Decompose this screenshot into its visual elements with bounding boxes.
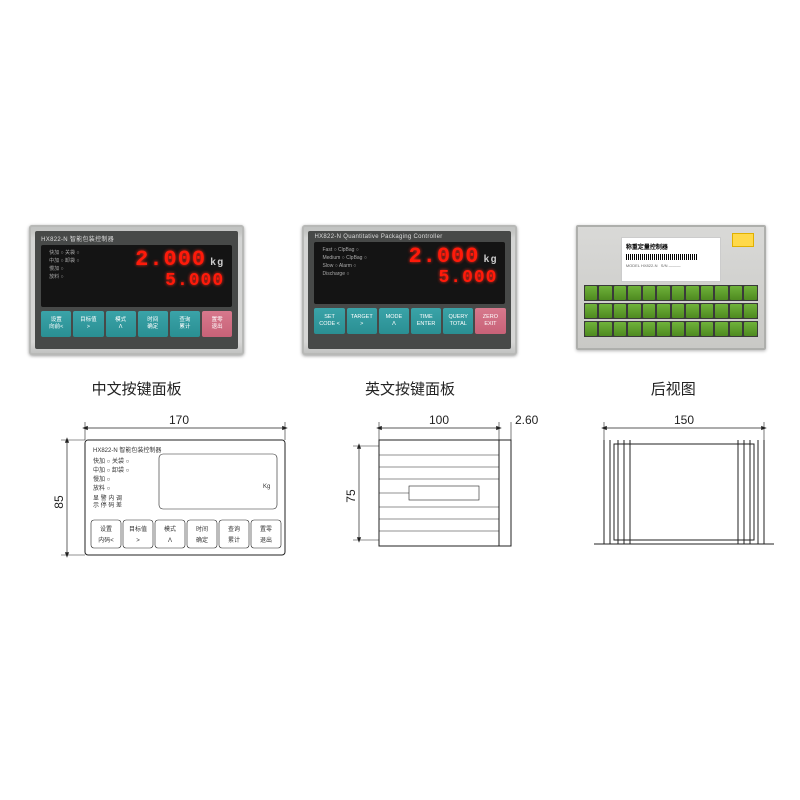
svg-text:查询: 查询	[228, 525, 240, 533]
svg-text:时间: 时间	[196, 525, 208, 533]
caption-en: 英文按键面板	[302, 378, 517, 399]
btn-set-cn[interactable]: 设置向前<	[41, 311, 71, 337]
btn-query-cn[interactable]: 查询累计	[170, 311, 200, 337]
btn-mode-cn[interactable]: 模式Λ	[106, 311, 136, 337]
svg-text:放料 ○: 放料 ○	[93, 484, 111, 492]
led-labels-en: Fast ○ ClpBag ○ Medium ○ ClpBag ○ Slow ○…	[322, 246, 396, 300]
svg-text:显 警 内 调: 显 警 内 调	[93, 494, 122, 502]
svg-text:170: 170	[169, 413, 189, 427]
device-english: HX822-N Quantitative Packaging Controlle…	[302, 225, 517, 355]
svg-text:设置: 设置	[100, 525, 112, 533]
svg-text:确定: 确定	[196, 536, 208, 544]
device-chinese: HX822-N 智能包装控制器 快加 ○ 关袋 ○ 中加 ○ 卸袋 ○ 慢加 ○…	[29, 225, 244, 355]
panel-english: HX822-N Quantitative Packaging Controlle…	[302, 225, 517, 355]
svg-text:示 停 码 差: 示 停 码 差	[93, 501, 122, 509]
warning-sticker-icon	[732, 233, 754, 247]
svg-text:Kg: Kg	[263, 484, 270, 490]
svg-text:2.60: 2.60	[515, 413, 539, 427]
display-primary-en: 2.000kg	[396, 246, 498, 268]
side-drawing: 100 2.60 75	[331, 410, 541, 580]
svg-text:100: 100	[429, 413, 449, 427]
svg-text:内码<: 内码<	[98, 536, 114, 544]
btn-target-cn[interactable]: 目标值>	[73, 311, 103, 337]
caption-cn: 中文按键面板	[29, 378, 244, 399]
button-row-en: SETCODE < TARGET> MODEΛ TIMEENTER QUERYT…	[314, 308, 505, 334]
btn-zero-cn[interactable]: 置零退出	[202, 311, 232, 337]
terminal-block	[584, 285, 758, 340]
caption-rear: 后视图	[576, 378, 771, 399]
svg-text:HX822-N 智能包装控制器: HX822-N 智能包装控制器	[93, 446, 161, 454]
svg-text:目标值: 目标值	[129, 525, 147, 533]
display-primary-cn: 2.000kg	[123, 249, 225, 271]
barcode-icon	[626, 254, 698, 260]
button-row-cn: 设置向前< 目标值> 模式Λ 时间确定 查询累计 置零退出	[41, 311, 232, 337]
model-label-cn: HX822-N 智能包装控制器	[41, 234, 232, 243]
svg-text:置零: 置零	[260, 526, 272, 533]
btn-time-cn[interactable]: 时间确定	[138, 311, 168, 337]
led-labels-cn: 快加 ○ 关袋 ○ 中加 ○ 卸袋 ○ 慢加 ○ 放料 ○	[49, 249, 123, 303]
front-drawing: 170 85 HX822-N 智能包装控制器 Kg 快加 ○ 关袋 ○ 中加 ○…	[49, 410, 299, 580]
svg-text:Λ: Λ	[168, 538, 172, 544]
model-label-en: HX822-N Quantitative Packaging Controlle…	[314, 234, 505, 240]
btn-time-en[interactable]: TIMEENTER	[411, 308, 441, 334]
btn-set-en[interactable]: SETCODE <	[314, 308, 344, 334]
svg-text:退出: 退出	[260, 536, 272, 544]
svg-text:快加 ○ 关袋 ○: 快加 ○ 关袋 ○	[93, 457, 130, 465]
display-secondary-cn: 5.000	[123, 271, 225, 293]
display-secondary-en: 5.000	[396, 268, 498, 290]
btn-query-en[interactable]: QUERYTOTAL	[443, 308, 473, 334]
panel-rear: 称重定量控制器 MODEL HX822-N S/N ———	[576, 225, 771, 350]
svg-text:85: 85	[52, 495, 66, 509]
svg-text:中加 ○ 卸袋 ○: 中加 ○ 卸袋 ○	[93, 466, 130, 474]
device-rear: 称重定量控制器 MODEL HX822-N S/N ———	[576, 225, 766, 350]
drawings-row: 170 85 HX822-N 智能包装控制器 Kg 快加 ○ 关袋 ○ 中加 ○…	[0, 410, 800, 580]
svg-text:>: >	[136, 538, 140, 544]
panel-chinese: HX822-N 智能包装控制器 快加 ○ 关袋 ○ 中加 ○ 卸袋 ○ 慢加 ○…	[29, 225, 244, 355]
btn-zero-en[interactable]: ZEROEXIT	[475, 308, 505, 334]
btn-mode-en[interactable]: MODEΛ	[379, 308, 409, 334]
btn-target-en[interactable]: TARGET>	[347, 308, 377, 334]
photo-row: HX822-N 智能包装控制器 快加 ○ 关袋 ○ 中加 ○ 卸袋 ○ 慢加 ○…	[0, 225, 800, 355]
svg-text:慢加 ○: 慢加 ○	[93, 475, 111, 483]
svg-text:150: 150	[674, 413, 694, 427]
caption-row: 中文按键面板 英文按键面板 后视图	[0, 378, 800, 399]
top-drawing: 150	[574, 410, 784, 580]
svg-text:模式: 模式	[164, 525, 176, 533]
svg-text:75: 75	[344, 489, 358, 503]
rear-label: 称重定量控制器 MODEL HX822-N S/N ———	[621, 237, 721, 282]
svg-text:累计: 累计	[228, 536, 240, 544]
